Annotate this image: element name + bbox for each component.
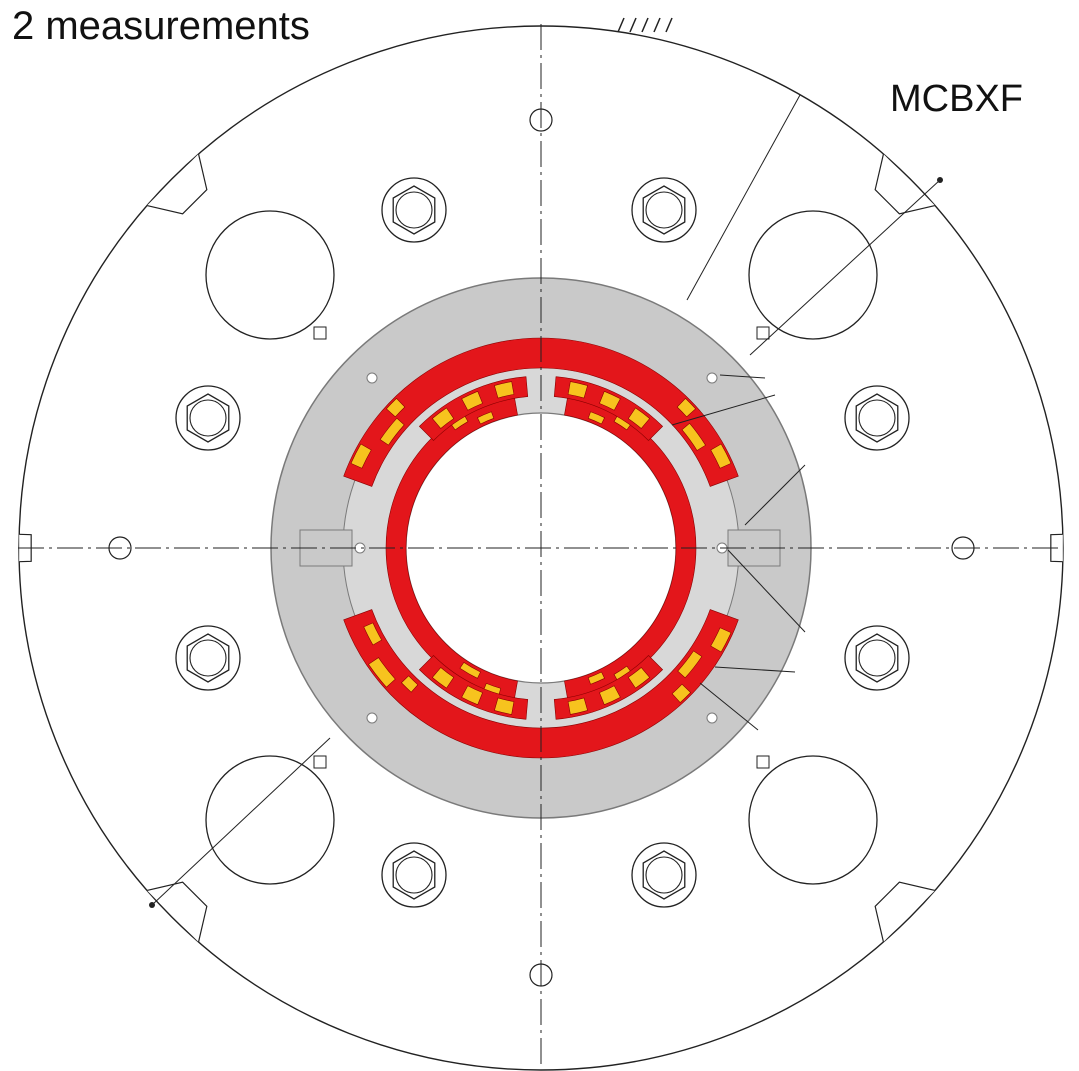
leader-lines — [149, 17, 943, 908]
leader-line — [699, 682, 759, 731]
nut-thread — [189, 399, 227, 437]
yoke-notch — [874, 153, 936, 215]
coil-spacer — [587, 671, 605, 685]
hatch-tick — [653, 17, 661, 33]
hatch-tick — [665, 17, 673, 33]
nut-thread — [645, 856, 683, 894]
nut-icon — [855, 633, 899, 683]
leader-line — [671, 394, 776, 426]
nut-thread — [395, 856, 433, 894]
tie-rod-nuts — [175, 177, 910, 908]
center-lines — [18, 24, 1062, 1068]
coil-spacer — [477, 411, 495, 425]
leader-line — [151, 737, 331, 906]
nut-icon — [392, 185, 436, 235]
coil-spacer — [431, 667, 455, 689]
nut-icon — [392, 850, 436, 900]
coil-spacer — [401, 675, 419, 693]
nut-icon — [855, 393, 899, 443]
coil-spacer — [567, 381, 588, 399]
yoke-holes — [108, 108, 975, 987]
nut-icon — [642, 185, 686, 235]
coil-spacer — [627, 407, 651, 429]
coil-spacer — [676, 397, 696, 418]
nut-thread — [189, 639, 227, 677]
coil-spacer — [494, 697, 515, 715]
hatch-tick — [617, 17, 625, 33]
coil-spacer — [461, 390, 483, 411]
bore-key — [756, 326, 770, 340]
coil-spacer — [599, 390, 621, 411]
bore-key — [313, 326, 327, 340]
title: 2 measurements — [12, 4, 310, 48]
coil-spacer — [677, 650, 703, 679]
yoke-notch — [146, 153, 208, 215]
coil-spacer — [587, 411, 605, 425]
nut-thread — [858, 639, 896, 677]
yoke-bore — [748, 210, 878, 340]
coil-spacer — [350, 443, 372, 469]
yoke-notch — [874, 881, 936, 943]
coil-spacer — [599, 685, 621, 706]
leader-line — [749, 179, 941, 356]
coil-spacer — [459, 661, 481, 679]
nut-thread — [645, 191, 683, 229]
coil-spacer — [671, 683, 692, 703]
coil-windings — [343, 337, 739, 759]
leader-line — [719, 374, 766, 379]
coil-spacer — [710, 443, 732, 469]
coil-arc — [343, 609, 739, 759]
coil-spacer — [386, 397, 406, 418]
coil-spacer — [431, 407, 455, 429]
nut-icon — [642, 850, 686, 900]
coil-spacer — [681, 422, 706, 451]
leader-line — [727, 549, 806, 633]
dimension-arrow — [937, 177, 943, 183]
coil-spacer — [379, 417, 405, 446]
nut-icon — [186, 393, 230, 443]
coil-spacer — [461, 685, 483, 706]
collar-pin — [366, 712, 378, 724]
leader-line — [714, 666, 796, 673]
bore-key — [313, 755, 327, 769]
collar-pin — [706, 372, 718, 384]
nut-thread — [395, 191, 433, 229]
magnet-name-label: MCBXF — [890, 78, 1023, 120]
coil-spacer — [363, 622, 383, 646]
collar-pin — [706, 712, 718, 724]
yoke-notch — [146, 881, 208, 943]
yoke-bore — [205, 210, 335, 340]
coil-spacer — [368, 657, 396, 688]
leader-line — [744, 464, 806, 526]
nut-thread — [858, 399, 896, 437]
yoke-bore — [205, 755, 335, 885]
dimension-arrow — [149, 902, 155, 908]
collar-pin — [366, 372, 378, 384]
hatch-tick — [629, 17, 637, 33]
coil-arc — [343, 337, 739, 487]
nut-icon — [186, 633, 230, 683]
coil-spacer — [494, 381, 515, 399]
hatch-tick — [641, 17, 649, 33]
leader-line — [686, 94, 801, 301]
coil-spacer — [567, 697, 588, 715]
yoke-bore — [748, 755, 878, 885]
coil-spacer — [627, 667, 651, 689]
bore-key — [756, 755, 770, 769]
coil-spacer — [710, 627, 732, 653]
